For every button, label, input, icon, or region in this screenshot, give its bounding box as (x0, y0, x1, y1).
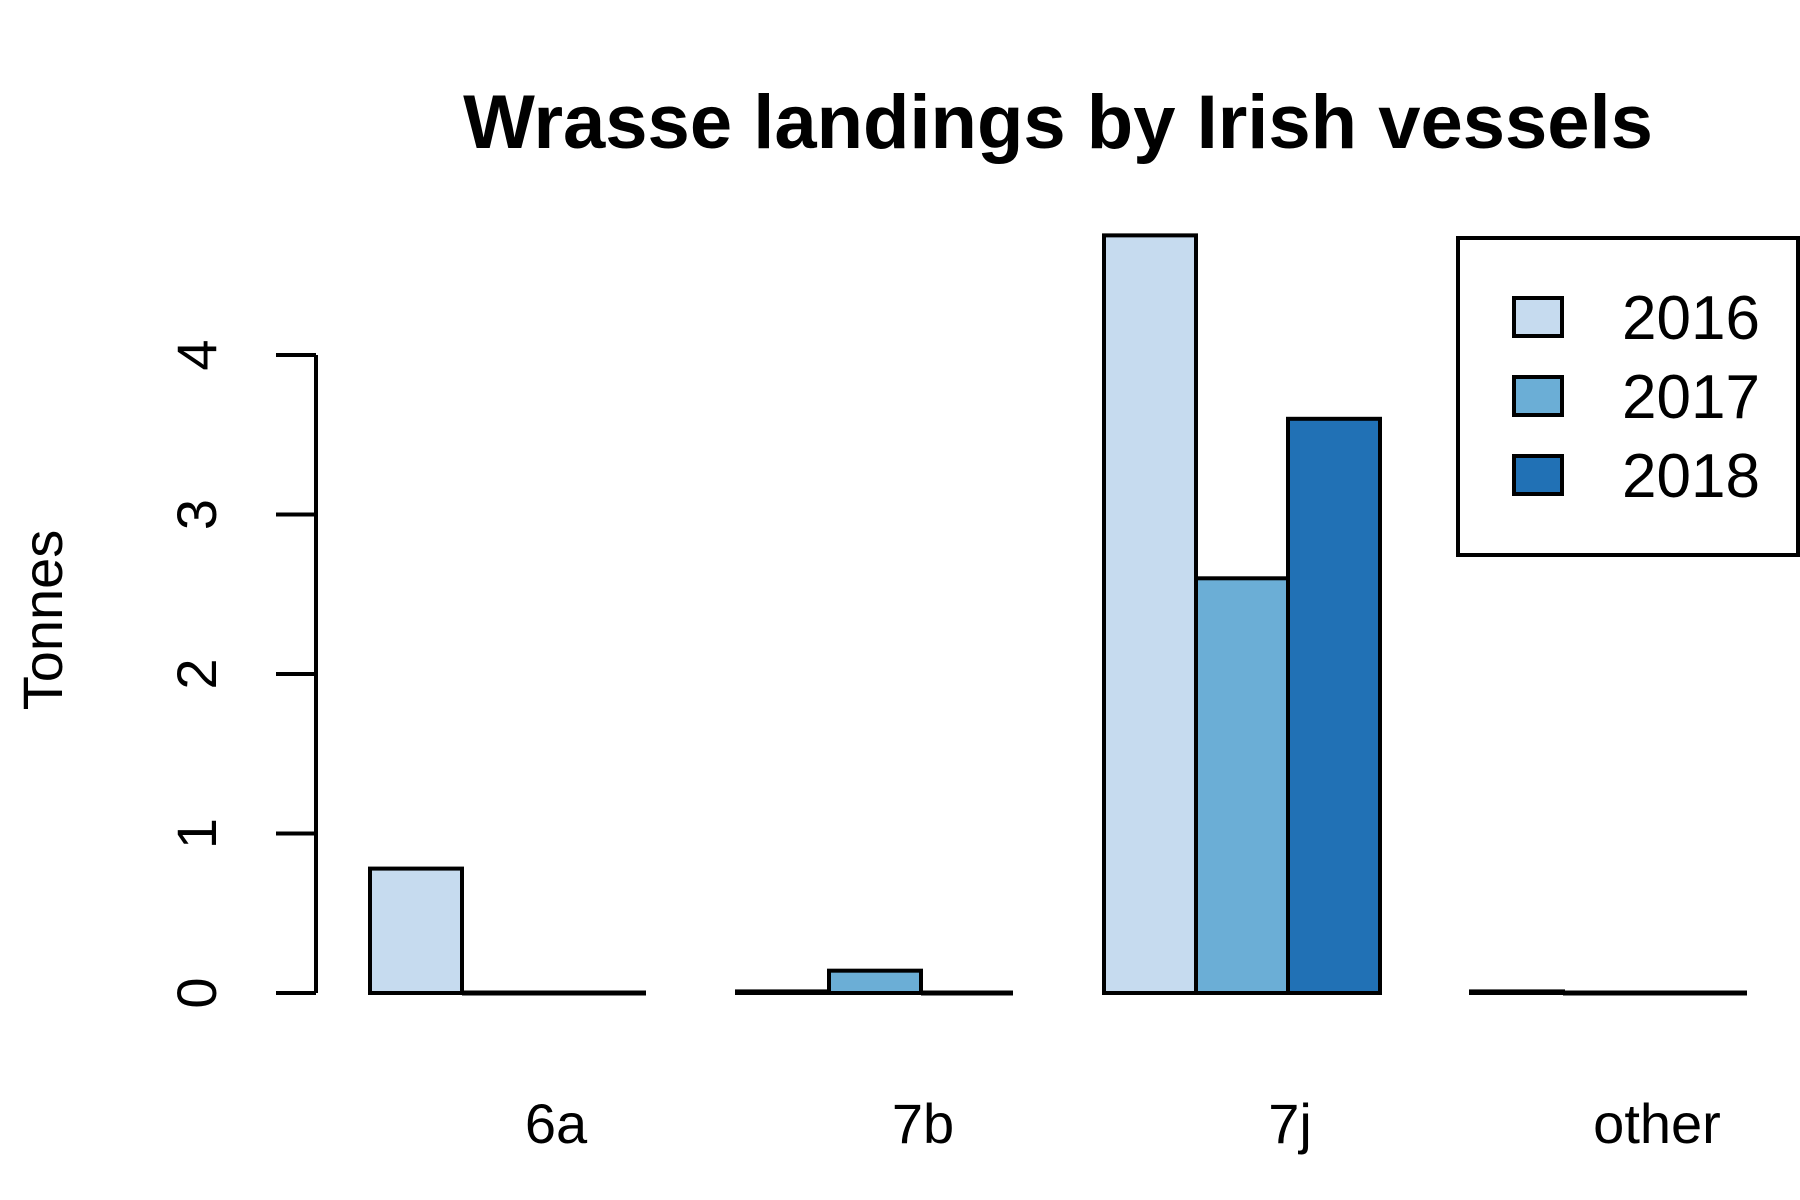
bar-7b-2016 (735, 989, 831, 996)
legend-swatch-2018 (1512, 454, 1564, 496)
y-tick-label: 4 (165, 339, 228, 370)
y-tick-label: 3 (165, 499, 228, 530)
bar-7j-2017 (1194, 576, 1290, 995)
legend-swatch-2016 (1512, 296, 1564, 338)
legend-label-2018: 2018 (1622, 442, 1760, 511)
x-tick-label-7b: 7b (892, 1092, 954, 1155)
legend: 2016 2017 2018 (1456, 236, 1800, 557)
legend-box (1456, 236, 1800, 557)
x-tick-labels: 6a 7b 7j other (525, 1092, 1721, 1155)
y-tick-label: 1 (165, 818, 228, 849)
chart-title: Wrasse landings by Irish vessels (463, 80, 1653, 165)
legend-label-2016: 2016 (1622, 284, 1760, 353)
x-tick-label-6a: 6a (525, 1092, 588, 1155)
y-axis-label: Tonnes (11, 530, 74, 711)
bar-6a-2016 (368, 866, 464, 996)
y-tick-label: 0 (165, 977, 228, 1008)
legend-label-2017: 2017 (1622, 363, 1760, 432)
y-axis: 0 1 2 3 4 (165, 339, 318, 1009)
bar-7j-2018 (1286, 416, 1382, 995)
bars-group (368, 233, 1747, 996)
bar-other-2016 (1469, 989, 1565, 996)
legend-swatch-2017 (1512, 375, 1564, 417)
x-tick-label-other: other (1593, 1092, 1721, 1155)
bar-7j-2016 (1102, 233, 1198, 995)
y-tick-label: 2 (165, 658, 228, 689)
legend-items: 2016 2017 2018 (1512, 284, 1760, 511)
x-tick-label-7j: 7j (1268, 1092, 1312, 1155)
bar-7b-2017 (827, 968, 923, 995)
